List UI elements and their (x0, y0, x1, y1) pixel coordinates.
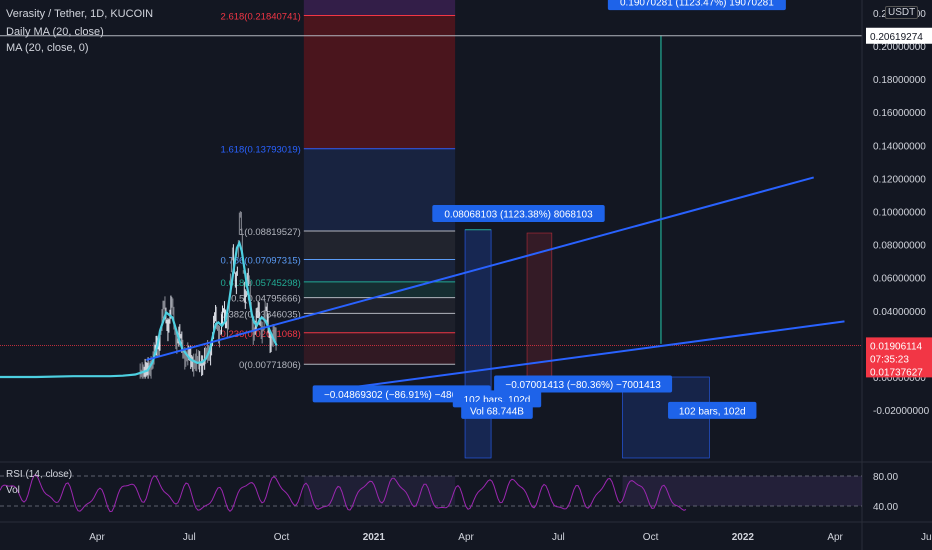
trendline (146, 176, 814, 361)
measure-label-bg (607, 0, 786, 11)
fib-level-label: 0(0.00771806) (239, 360, 301, 371)
fib-zone (303, 313, 456, 333)
time-tick-label: Jul (921, 532, 932, 543)
price-tick-label: 0.08000000 (873, 241, 926, 252)
rsi-tick-label: 40.00 (873, 502, 898, 513)
measure-label-bg (494, 375, 673, 393)
measure-label: 0.08068103 (1123.38%) 8068103 (444, 209, 593, 220)
fib-zone (303, 15, 456, 149)
price-tick-label: 0.00000000 (873, 373, 926, 384)
measure-box (526, 232, 553, 378)
time-tick-label: Jul (552, 532, 565, 543)
fib-level-label: 1(0.08819527) (239, 227, 301, 238)
time-tick-label: Jul (183, 532, 196, 543)
current-price-tag (866, 337, 932, 378)
measure-label: −0.07001413 (−80.36%) −7001413 (505, 380, 661, 391)
time-tick-label: Apr (827, 532, 843, 543)
fib-level-label: 0.618(0.05745298) (221, 278, 301, 289)
time-tick-label: 2022 (732, 532, 755, 543)
price-tick-label: -0.02000000 (873, 406, 930, 417)
fib-zone (303, 297, 456, 314)
time-tick-label: Oct (643, 532, 659, 543)
currency-selector[interactable]: USDT (885, 6, 919, 19)
ma-price: 0.01737627 (870, 367, 923, 378)
fib-level-label: 0.786(0.07097315) (221, 256, 301, 267)
time-tick-label: 2021 (363, 532, 386, 543)
rsi-label: RSI (14, close) (6, 469, 72, 480)
current-price: 0.01906114 (870, 341, 923, 352)
fib-zone (303, 332, 456, 365)
candle-countdown: 07:35:23 (870, 354, 909, 365)
crosshair-price-tag (866, 27, 932, 44)
price-tick-label: 0.06000000 (873, 274, 926, 285)
measure-label: −0.04869302 (−86.91%) −4869302 (324, 390, 480, 401)
price-tick-label: 0.14000000 (873, 141, 926, 152)
fib-extension-zone (303, 0, 456, 16)
measure-label-bg (432, 204, 605, 222)
time-tick-label: Apr (458, 532, 474, 543)
measure-label: 0.19070281 (1123.47%) 19070281 (620, 0, 774, 9)
chart-title: Verasity / Tether, 1D, KUCOIN (6, 8, 154, 20)
crosshair-price: 0.20619274 (870, 32, 923, 43)
measure-label: Vol 68.744B (470, 406, 524, 417)
rsi-band (622, 476, 862, 506)
fib-level-label: 0.5(0.04795666) (231, 294, 301, 305)
measure-label: 102 bars, 102d (679, 406, 746, 417)
price-tick-label: 0.12000000 (873, 174, 926, 185)
price-tick-label: 0.16000000 (873, 108, 926, 119)
time-tick-label: Apr (89, 532, 105, 543)
indicator-ma[interactable]: MA (20, close, 0) (6, 42, 89, 54)
rsi-line (0, 474, 687, 513)
fib-level-label: 1.618(0.13793019) (221, 145, 301, 156)
price-axis-bg (862, 0, 932, 550)
volume-label: Vol (6, 485, 20, 496)
measure-label-bg (312, 385, 491, 403)
fib-zone (303, 259, 456, 282)
rsi-tick-label: 80.00 (873, 472, 898, 483)
measure-label-bg (461, 401, 533, 419)
indicator-daily-ma[interactable]: Daily MA (20, close) (6, 26, 104, 38)
fib-level-label: 0.382(0.03846035) (221, 309, 301, 320)
measure-label-bg (668, 401, 757, 419)
measure-label: 102 bars, 102d (464, 395, 531, 406)
price-tick-label: 0.18000000 (873, 75, 926, 86)
trendline (336, 320, 845, 391)
price-tick-label: 0.04000000 (873, 307, 926, 318)
price-tick-label: 0.20000000 (873, 42, 926, 53)
measure-box (464, 229, 492, 459)
price-tick-label: 0.10000000 (873, 208, 926, 219)
fib-level-label: 2.618(0.21840741) (221, 12, 301, 23)
time-tick-label: Oct (274, 532, 290, 543)
fib-zone (303, 231, 456, 260)
fib-zone (303, 148, 456, 232)
